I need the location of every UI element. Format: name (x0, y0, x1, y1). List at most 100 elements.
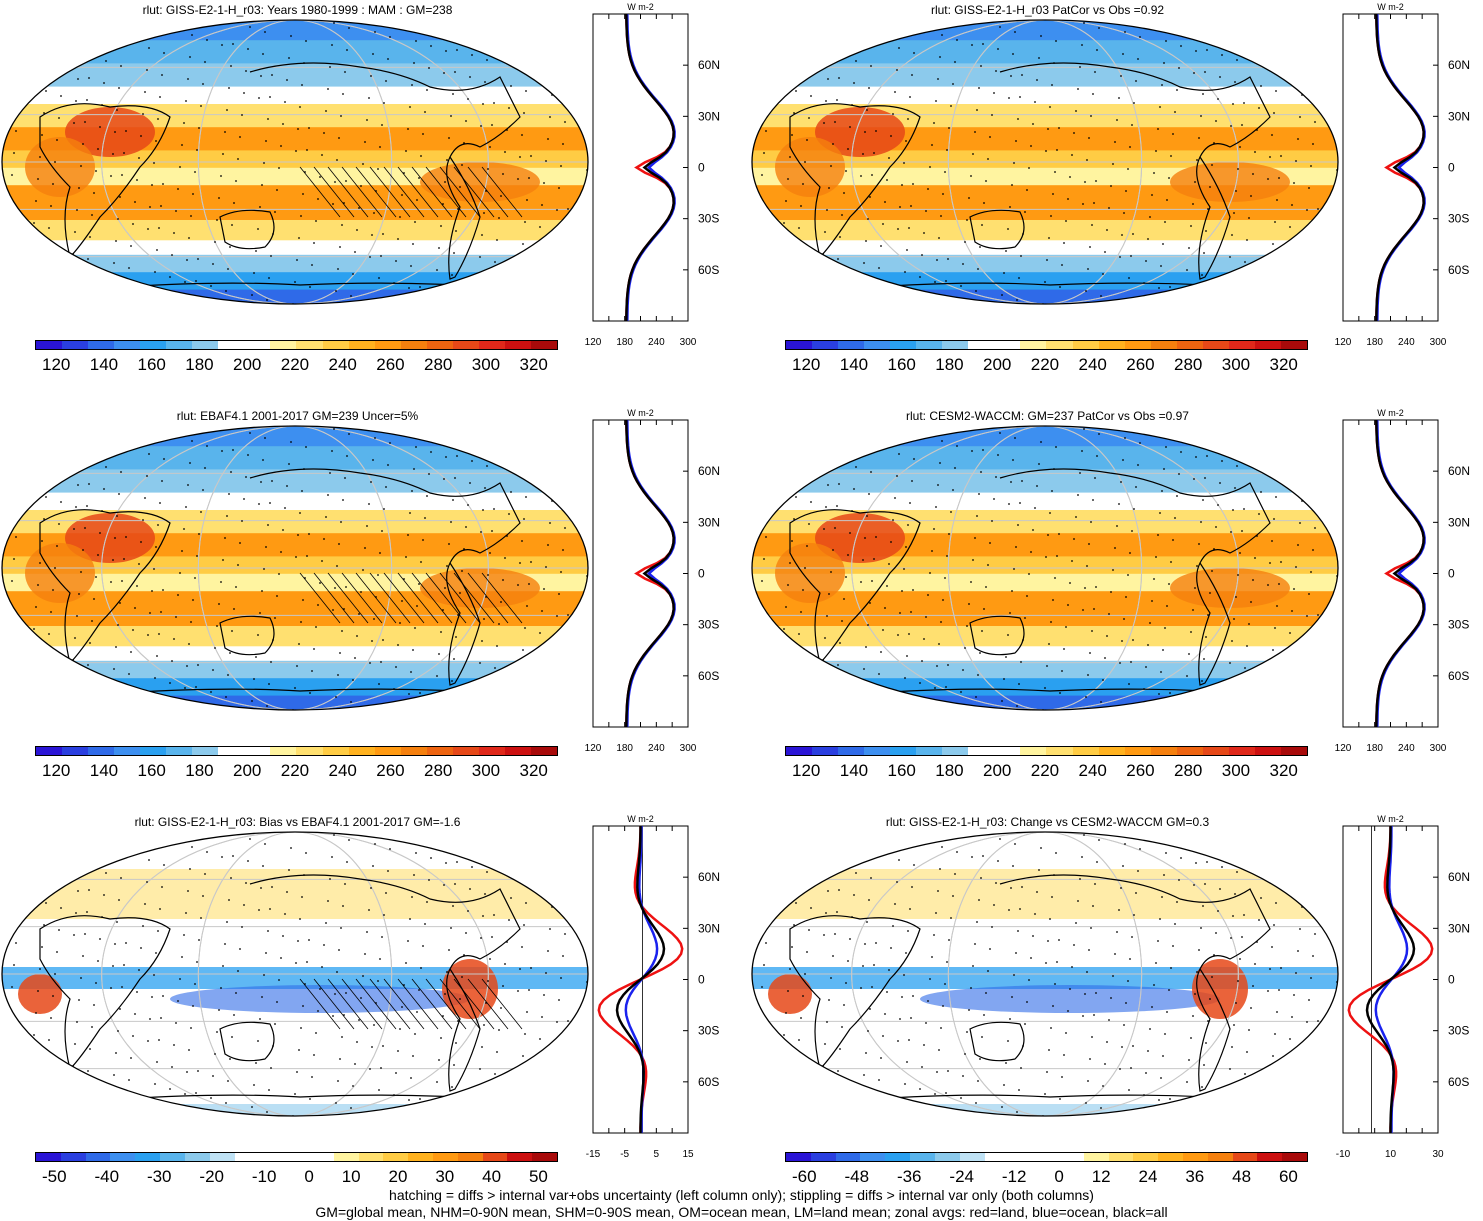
colorbar-swatch (482, 1153, 508, 1161)
colorbar-swatch (1150, 341, 1177, 349)
colorbar-label: 320 (1269, 355, 1298, 374)
colorbar-label: 320 (519, 355, 548, 374)
colorbar-swatch (296, 341, 323, 349)
colorbar-label: 260 (1126, 761, 1155, 780)
colorbar-label: 24 (1138, 1167, 1158, 1186)
map-robinson (751, 425, 1339, 711)
colorbar-label: -20 (199, 1167, 224, 1186)
colorbar-swatch (218, 747, 245, 755)
colorbar-swatch (322, 341, 349, 349)
zonal-x-tick-label: -5 (620, 1149, 629, 1160)
colorbar-label: 180 (185, 355, 214, 374)
zonal-lat-label: 0 (698, 161, 705, 175)
colorbar-label: 160 (887, 355, 916, 374)
colorbar-swatch (36, 1153, 61, 1161)
colorbar-label: -36 (896, 1167, 922, 1186)
colorbar-label: 280 (424, 761, 453, 780)
colorbar-swatch (433, 1153, 458, 1161)
colorbar-swatch (942, 747, 969, 755)
panel-p2: rlut: GISS-E2-1-H_r03 PatCor vs Obs =0.9… (750, 0, 1483, 400)
colorbar-labels: 120 140 160 180 200 220 240 260 280 300 320 (792, 761, 1298, 781)
map-robinson (751, 831, 1339, 1117)
map-robinson (1, 831, 589, 1117)
zonal-x-tick-label: 300 (680, 743, 697, 754)
colorbar-swatch (786, 1153, 811, 1161)
panel-p1: rlut: GISS-E2-1-H_r03: Years 1980-1999 :… (0, 0, 740, 400)
colorbar-swatch (60, 1153, 86, 1161)
panel-p3: rlut: EBAF4.1 2001-2017 GM=239 Uncer=5% 1… (0, 406, 740, 806)
colorbar-swatch (62, 341, 89, 349)
colorbar-swatch (333, 1153, 359, 1161)
map-robinson (1, 425, 589, 711)
colorbar-label: 240 (328, 761, 357, 780)
colorbar-swatch (1232, 1153, 1258, 1161)
colorbar (785, 1152, 1308, 1162)
zonal-curve (1365, 826, 1416, 1133)
zonal-lat-label: 0 (1448, 161, 1455, 175)
colorbar-label: 0 (1054, 1167, 1064, 1186)
colorbar-swatch (374, 341, 401, 349)
colorbar-label: 140 (839, 761, 869, 780)
colorbar-label: 160 (137, 355, 166, 374)
panel-title: rlut: GISS-E2-1-H_r03: Bias vs EBAF4.1 2… (134, 815, 461, 829)
zonal-curve (1375, 13, 1425, 322)
colorbar-label: 200 (983, 355, 1012, 374)
colorbar-swatch (910, 1153, 935, 1161)
colorbar-label: 260 (376, 355, 405, 374)
map-robinson (1, 19, 589, 305)
zonal-lat-label: 0 (698, 567, 705, 581)
colorbar-label: 300 (471, 761, 501, 780)
colorbar-swatch (234, 1153, 260, 1161)
zonal-lat-label: 60S (698, 669, 719, 683)
zonal-lat-label: 0 (1448, 567, 1455, 581)
colorbar-swatch (1158, 1153, 1183, 1161)
colorbar-swatch (916, 341, 943, 349)
panel-title: rlut: GISS-E2-1-H_r03: Years 1980-1999 :… (142, 3, 453, 17)
colorbar-label: 320 (519, 761, 548, 780)
colorbar-swatch (1046, 341, 1073, 349)
colorbar-swatch (1228, 341, 1255, 349)
colorbar-swatch (110, 1153, 136, 1161)
zonal-lat-label: 60S (698, 1075, 719, 1089)
colorbar-swatch (530, 341, 557, 349)
zonal-x-tick-label: 300 (680, 337, 697, 348)
colorbar-swatch (36, 747, 63, 755)
colorbar-swatch (400, 747, 427, 755)
colorbar-labels: -60 -48 -36 -24 -12 0 12 24 36 48 60 (792, 1167, 1298, 1187)
colorbar-label: 300 (1221, 355, 1251, 374)
colorbar-label: 180 (935, 761, 964, 780)
colorbar-swatch (507, 1153, 533, 1161)
colorbar-swatch (864, 747, 891, 755)
colorbar-swatch (270, 341, 297, 349)
zonal-lat-label: 30S (1448, 1024, 1469, 1038)
colorbar-swatch (348, 341, 375, 349)
zonal-lat-label: 60N (698, 870, 720, 884)
panel-title: rlut: GISS-E2-1-H_r03 PatCor vs Obs =0.9… (930, 3, 1165, 17)
zonal-x-tick-label: 300 (1430, 337, 1447, 348)
colorbar-swatch (812, 341, 839, 349)
zonal-x-tick-label: 120 (585, 743, 602, 754)
panel-title: rlut: GISS-E2-1-H_r03: Change vs CESM2-W… (885, 815, 1210, 829)
zonal-x-tick-label: 180 (1366, 743, 1383, 754)
colorbar-swatch (1176, 747, 1203, 755)
colorbar-swatch (36, 341, 63, 349)
colorbar-swatch (114, 341, 141, 349)
zonal-lat-label: 60S (698, 263, 719, 277)
zonal-curve (625, 13, 675, 322)
zonal-mean-plot: W m-2 120 180 240 300 60N 30N 0 30S 60S (585, 408, 720, 754)
colorbar-label: -10 (251, 1167, 277, 1186)
zonal-lat-label: 30S (1448, 212, 1469, 226)
colorbar-swatch (426, 341, 453, 349)
footer-line-1: hatching = diffs > internal var+obs unce… (389, 1187, 1094, 1203)
panel-p4: rlut: CESM2-WACCM: GM=237 PatCor vs Obs … (750, 406, 1483, 806)
colorbar-swatch (1124, 341, 1151, 349)
colorbar-label: 180 (185, 761, 214, 780)
colorbar-swatch (160, 1153, 185, 1161)
colorbar-label: 220 (1030, 355, 1060, 374)
colorbar (35, 340, 558, 350)
colorbar-swatch (135, 1153, 161, 1161)
colorbar-label: 240 (1078, 761, 1107, 780)
zonal-x-tick-label: 180 (616, 337, 633, 348)
zonal-lat-label: 30S (698, 1024, 719, 1038)
colorbar-swatch (1202, 341, 1229, 349)
